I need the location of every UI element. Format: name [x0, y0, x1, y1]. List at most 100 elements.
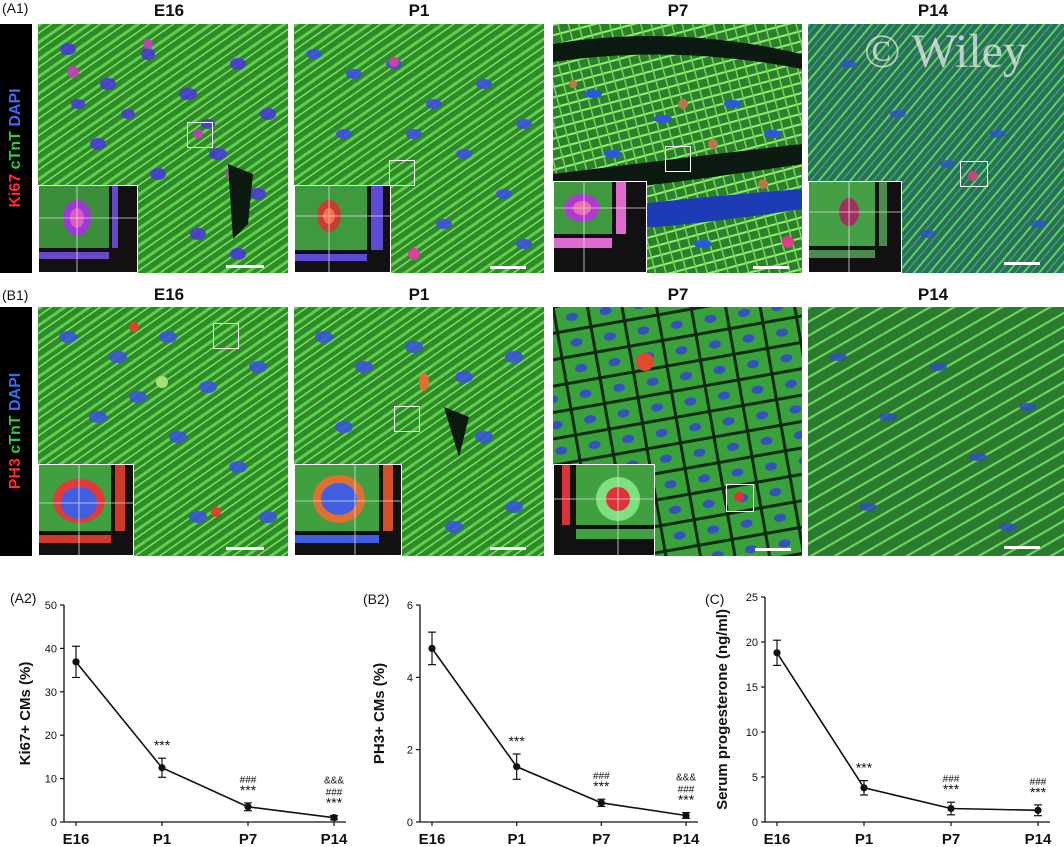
y-tick-label: 10: [746, 727, 758, 739]
inset-image: [295, 465, 401, 555]
stain-cardiac-b: cTnT: [7, 415, 24, 454]
micrograph-a-p14: © Wiley: [808, 24, 1064, 273]
orthogonal-inset: [553, 464, 655, 556]
inset-image: [39, 465, 133, 555]
orthogonal-inset: [38, 464, 134, 556]
inset-image: [554, 465, 654, 555]
significance-label: ***: [240, 782, 257, 798]
stain-marker-a: Ki67: [7, 173, 24, 208]
scale-bar: [226, 265, 264, 268]
roi-box: [187, 122, 213, 148]
stain-sidebar-a: Ki67 cTnT DAPI: [0, 24, 32, 273]
publisher-watermark: © Wiley: [864, 25, 1027, 78]
series-line: [75, 661, 335, 819]
significance-label: ***: [856, 760, 873, 776]
y-tick-label: 0: [407, 817, 413, 829]
data-point: [513, 763, 521, 771]
significance-label: ***: [593, 778, 610, 794]
y-tick-label: 0: [752, 817, 758, 829]
y-tick-label: 15: [746, 682, 758, 694]
y-axis-label: PH3+ CMs (%): [371, 663, 388, 764]
y-tick-label: 6: [407, 600, 413, 612]
col-header-a-p1: P1: [408, 1, 430, 20]
data-point: [597, 799, 605, 807]
micrograph-a-p1: [294, 24, 544, 273]
panel-label-b2: (B2): [363, 591, 390, 607]
micrograph-a-p7: [553, 24, 802, 273]
scale-bar: [490, 547, 526, 550]
chart-ki67: 0 10 20 30 40 50 Ki67+ CMs (%) E16 P1 P7 P14 *** ***…: [17, 600, 348, 847]
col-header-a-p14: P14: [917, 1, 949, 20]
y-tick-label: 4: [407, 672, 413, 684]
inset-image: [295, 186, 390, 272]
panel-label-b1: (B1): [2, 287, 29, 303]
significance-label: ***: [326, 794, 343, 810]
y-tick-label: 0: [51, 817, 57, 829]
chart-progesterone: 0 5 10 15 20 25 Serum progesterone (ng/ml) E16 P…: [714, 592, 1052, 847]
tissue-image: [808, 307, 1064, 556]
scale-bar: [755, 548, 791, 551]
roi-box: [394, 406, 420, 432]
significance-label: ###: [326, 787, 343, 798]
data-point: [860, 784, 868, 792]
data-point: [773, 649, 781, 657]
significance-label: &&&: [324, 775, 344, 786]
significance-label: ###: [593, 771, 610, 782]
significance-label: &&&: [676, 773, 696, 784]
data-point: [244, 803, 252, 811]
x-tick-label: P7: [942, 831, 960, 847]
y-tick-label: 10: [45, 774, 57, 786]
roi-box: [389, 160, 415, 186]
x-tick-label: P1: [507, 831, 525, 847]
x-tick-label: E16: [63, 831, 90, 847]
micrograph-b-p1: [294, 307, 544, 556]
scale-bar: [1004, 546, 1040, 549]
significance-label: ###: [240, 775, 257, 786]
significance-label: ***: [508, 733, 525, 749]
col-header-a-p7: P7: [667, 1, 689, 20]
col-header-a-e16: E16: [153, 1, 185, 20]
roi-box: [960, 161, 988, 187]
scale-bar: [490, 266, 526, 269]
data-point: [947, 804, 955, 813]
significance-label: ***: [678, 792, 695, 808]
stain-nuclear-a: DAPI: [7, 88, 24, 127]
micrograph-b-e16: [38, 307, 288, 556]
inset-image: [809, 182, 901, 272]
stain-cardiac-a: cTnT: [7, 131, 24, 170]
significance-label: ###: [678, 785, 695, 796]
series-line: [431, 647, 687, 817]
stain-sidebar-b: PH3 cTnT DAPI: [0, 307, 32, 556]
y-tick-label: 20: [45, 730, 57, 742]
stain-legend-b: PH3 cTnT DAPI: [7, 373, 25, 489]
series-line: [776, 652, 1039, 812]
orthogonal-inset: [294, 464, 402, 556]
x-tick-label: P7: [592, 831, 610, 847]
data-point: [428, 644, 436, 652]
x-tick-label: E16: [764, 831, 791, 847]
scale-bar: [753, 266, 789, 269]
micrograph-a-e16: [38, 24, 288, 273]
orthogonal-inset: [294, 185, 391, 273]
data-point: [158, 764, 166, 772]
micrograph-b-p7: [553, 307, 802, 556]
x-tick-label: P14: [673, 831, 700, 847]
x-tick-label: P1: [153, 831, 171, 847]
stain-legend-a: Ki67 cTnT DAPI: [7, 88, 25, 207]
y-tick-label: 20: [746, 637, 758, 649]
significance-label: ***: [943, 781, 960, 797]
panel-label-a1: (A1): [2, 0, 29, 16]
y-tick-label: 5: [752, 772, 758, 784]
significance-label: ***: [154, 737, 171, 753]
roi-box: [665, 146, 691, 172]
y-tick-label: 25: [746, 592, 758, 604]
stain-nuclear-b: DAPI: [7, 372, 24, 411]
col-header-b-p7: P7: [667, 285, 689, 304]
x-tick-label: P7: [239, 831, 257, 847]
micrograph-b-p14: [808, 307, 1064, 556]
y-tick-label: 30: [45, 687, 57, 699]
col-header-b-p14: P14: [917, 285, 949, 304]
significance-label: ***: [1030, 784, 1047, 800]
x-tick-label: P1: [855, 831, 873, 847]
